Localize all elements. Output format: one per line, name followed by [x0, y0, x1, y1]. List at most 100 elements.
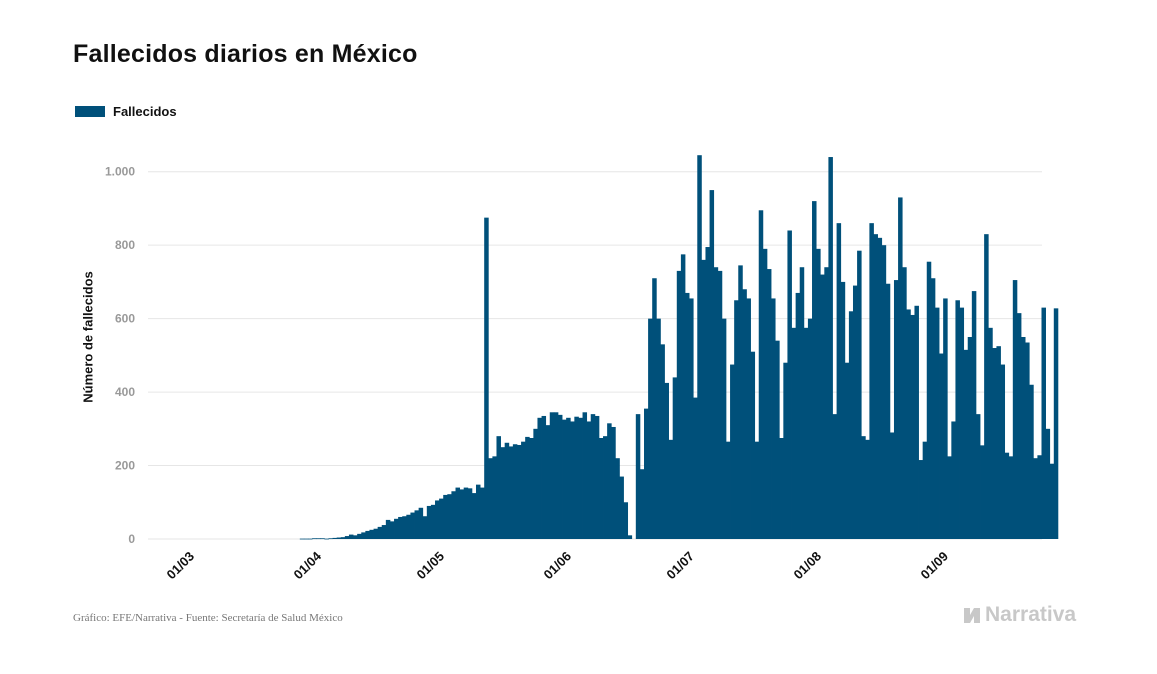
data-bar: [447, 494, 452, 539]
data-bar: [500, 447, 506, 539]
data-bar: [369, 529, 374, 539]
data-bar: [656, 318, 661, 539]
data-bar: [1004, 452, 1010, 539]
data-bar: [639, 469, 645, 539]
data-bar: [967, 337, 973, 539]
data-bar: [914, 305, 919, 539]
data-bar: [1021, 337, 1026, 539]
data-bar: [828, 157, 833, 540]
data-bar: [771, 298, 776, 539]
data-bar: [996, 346, 1001, 539]
data-bar: [939, 353, 944, 539]
brand-name: Narrativa: [985, 603, 1077, 626]
data-bar: [590, 414, 596, 539]
data-bar: [508, 446, 514, 539]
data-bar: [1045, 428, 1051, 539]
y-tick-label: 400: [115, 385, 135, 399]
data-bar: [836, 223, 842, 539]
data-bar: [893, 280, 899, 539]
legend: Fallecidos: [75, 104, 177, 119]
data-bar: [906, 309, 911, 539]
data-bar: [680, 254, 686, 540]
y-tick-label: 200: [115, 459, 135, 473]
data-bar: [615, 458, 620, 539]
data-bar: [799, 267, 805, 539]
data-bar: [676, 270, 682, 539]
data-bar: [898, 197, 903, 539]
data-bar: [791, 327, 797, 539]
data-bar: [353, 535, 358, 539]
legend-swatch: [75, 106, 105, 117]
data-bar: [381, 525, 387, 539]
data-bar: [332, 537, 338, 539]
data-bar: [398, 516, 403, 539]
data-bar: [328, 538, 333, 540]
data-bar: [668, 439, 674, 539]
data-bar: [877, 237, 883, 539]
x-tick-label: 01/07: [663, 549, 697, 583]
x-tick-label: 01/06: [541, 549, 575, 583]
data-bar: [414, 510, 420, 539]
data-bar: [402, 516, 407, 539]
data-bar: [889, 432, 895, 539]
data-bar: [430, 504, 436, 539]
data-bar: [307, 538, 313, 540]
x-tick-label: 01/04: [291, 548, 325, 582]
data-bar: [820, 274, 825, 539]
data-bar: [541, 415, 547, 539]
data-bar: [1012, 280, 1018, 539]
data-bar: [1016, 313, 1022, 539]
data-bar: [594, 415, 600, 539]
x-tick-labels: 01/03 01/04 01/05 01/06 01/07 01/08 01/09: [164, 548, 952, 582]
data-bar: [963, 349, 969, 539]
data-bar: [693, 397, 698, 539]
data-bar: [516, 444, 522, 539]
data-bar: [881, 245, 887, 539]
data-bar: [521, 441, 526, 539]
data-bar: [758, 210, 764, 540]
data-bar: [652, 278, 657, 539]
data-bar: [496, 436, 501, 539]
data-bar: [902, 267, 907, 539]
data-bar: [348, 534, 354, 539]
y-tick-label: 600: [115, 312, 135, 326]
data-bar: [885, 283, 891, 539]
data-bar: [578, 417, 583, 539]
data-bar: [812, 201, 817, 540]
bars: [299, 155, 1059, 540]
data-bar: [324, 538, 329, 540]
brand-logo: Narrativa: [962, 603, 1076, 627]
data-bar: [320, 538, 325, 540]
data-bar: [471, 493, 477, 539]
data-bar: [439, 498, 444, 539]
x-tick-label: 01/03: [164, 549, 198, 583]
data-bar: [754, 441, 760, 539]
data-bar: [725, 441, 731, 539]
y-tick-label: 1.000: [105, 165, 135, 179]
data-bar: [684, 292, 690, 539]
data-bar: [787, 230, 792, 540]
data-bar: [529, 438, 534, 539]
data-bar: [762, 248, 768, 539]
data-bar: [611, 426, 616, 539]
data-bar: [926, 261, 932, 539]
data-bar: [451, 491, 456, 539]
data-bar: [389, 521, 395, 539]
data-bar: [975, 414, 981, 539]
data-bar: [553, 412, 559, 539]
y-tick-labels: 0 200 400 600 800 1.000: [105, 165, 135, 546]
data-bar: [603, 436, 608, 539]
data-bar: [857, 250, 862, 539]
data-bar: [1008, 456, 1014, 539]
data-bar: [705, 247, 710, 539]
data-bar: [750, 351, 756, 539]
data-bar: [980, 445, 985, 539]
data-bar: [951, 421, 956, 539]
data-bar: [1037, 455, 1042, 539]
data-bar: [742, 289, 747, 539]
data-bar: [467, 488, 473, 539]
data-bar: [869, 223, 874, 539]
data-bar: [545, 425, 551, 539]
data-bar: [574, 416, 579, 539]
